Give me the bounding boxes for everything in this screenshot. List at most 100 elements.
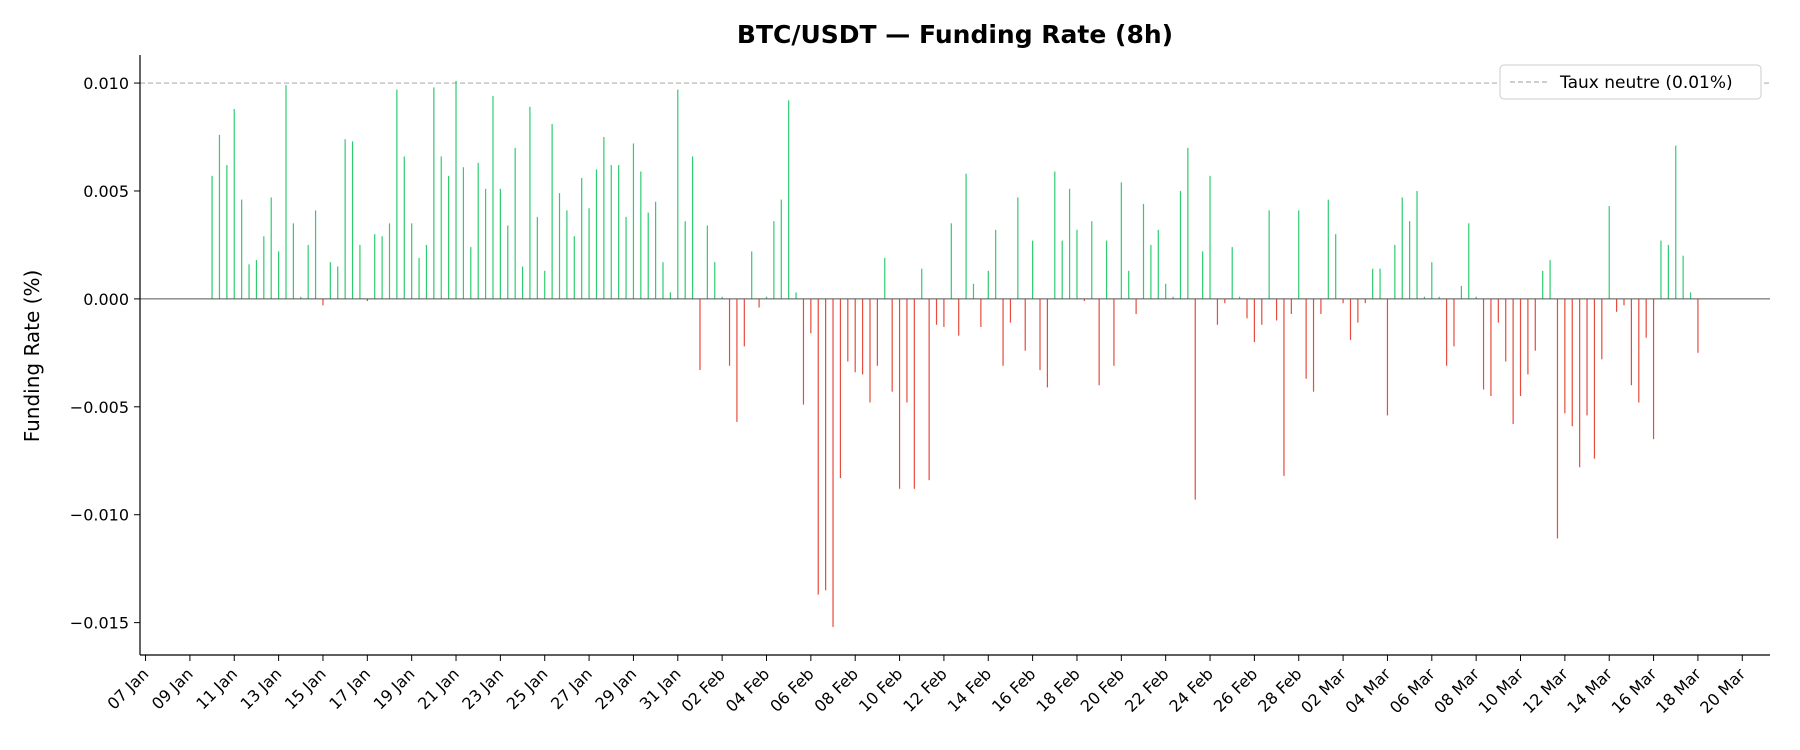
- funding-bar: [788, 100, 790, 299]
- funding-bar: [366, 298, 368, 302]
- x-tick-label: 25 Jan: [503, 664, 552, 713]
- funding-bar: [1445, 298, 1448, 366]
- funding-bar: [1689, 292, 1692, 299]
- funding-bar: [455, 80, 457, 299]
- funding-bar: [566, 210, 568, 299]
- funding-bar: [1209, 175, 1211, 299]
- x-tick-label: 16 Mar: [1608, 664, 1661, 717]
- funding-bar: [263, 236, 265, 299]
- funding-bar: [1120, 182, 1122, 299]
- funding-bar: [736, 298, 738, 422]
- x-tick-label: 15 Jan: [281, 664, 330, 713]
- funding-bar: [1142, 203, 1145, 299]
- funding-bar: [1179, 190, 1182, 299]
- funding-bar: [521, 266, 524, 299]
- x-tick-label: 12 Mar: [1519, 664, 1572, 717]
- funding-bar: [1113, 298, 1115, 366]
- funding-bar: [1497, 298, 1499, 323]
- funding-bar: [832, 298, 834, 627]
- funding-bar: [255, 260, 258, 299]
- x-tick-label: 14 Feb: [944, 664, 995, 715]
- funding-bar: [1409, 221, 1411, 299]
- funding-bar: [1394, 244, 1396, 299]
- funding-bar: [1401, 197, 1403, 299]
- funding-bar: [588, 208, 590, 299]
- funding-bar: [1460, 285, 1462, 299]
- funding-bar: [1032, 240, 1034, 299]
- legend: Taux neutre (0.01%): [1499, 64, 1762, 100]
- funding-bar: [1357, 298, 1359, 323]
- funding-bar: [433, 87, 435, 299]
- x-tick-label: 11 Jan: [192, 664, 241, 713]
- funding-bar: [1327, 199, 1329, 299]
- funding-bar: [1054, 171, 1056, 299]
- funding-bar: [1542, 270, 1544, 299]
- funding-bar: [913, 298, 915, 489]
- funding-bar: [1645, 298, 1647, 338]
- funding-bar: [706, 225, 708, 299]
- legend-label-neutral-rate: Taux neutre (0.01%): [1559, 73, 1733, 93]
- funding-bar: [1416, 190, 1418, 299]
- funding-bar: [1283, 298, 1285, 476]
- x-tick-label: 21 Jan: [414, 664, 463, 713]
- funding-bar: [440, 156, 442, 299]
- funding-bar: [1039, 298, 1041, 371]
- funding-bar: [1076, 229, 1078, 299]
- funding-bar: [1083, 298, 1085, 302]
- funding-bar: [1652, 298, 1655, 440]
- funding-bar: [1194, 298, 1196, 500]
- funding-bar: [950, 223, 952, 299]
- funding-bar: [1298, 210, 1300, 299]
- funding-bar: [581, 178, 583, 299]
- funding-bar: [1512, 298, 1514, 425]
- funding-bar: [1431, 262, 1433, 299]
- funding-bar: [1519, 298, 1522, 396]
- funding-bar: [1608, 206, 1610, 299]
- legend-box: [1499, 64, 1762, 100]
- funding-bar: [603, 137, 605, 299]
- funding-bar: [322, 298, 324, 306]
- funding-bar: [477, 162, 479, 299]
- funding-bar: [677, 89, 679, 299]
- y-tick-label: −0.005: [70, 398, 129, 417]
- funding-bar: [551, 124, 553, 299]
- funding-bar: [1246, 298, 1248, 319]
- funding-bar: [1024, 298, 1026, 351]
- funding-bar: [921, 268, 923, 299]
- funding-bar: [1697, 298, 1699, 353]
- funding-bar: [1268, 210, 1270, 299]
- funding-bar: [1002, 298, 1004, 366]
- funding-bar: [1453, 298, 1455, 347]
- funding-bar: [1586, 298, 1588, 416]
- funding-bar: [795, 292, 797, 299]
- funding-bar: [1128, 270, 1130, 299]
- x-tick-label: 10 Feb: [855, 664, 906, 715]
- funding-bar: [640, 171, 642, 299]
- chart-title: BTC/USDT — Funding Rate (8h): [737, 20, 1173, 49]
- x-tick-label: 04 Mar: [1341, 664, 1394, 717]
- funding-bar: [337, 266, 339, 299]
- x-tick-label: 20 Feb: [1077, 664, 1128, 715]
- funding-bar: [1105, 240, 1108, 299]
- funding-bar: [1527, 298, 1529, 375]
- funding-bar: [943, 298, 945, 327]
- funding-bar: [507, 225, 509, 299]
- funding-bar: [1135, 298, 1137, 314]
- x-tick-label: 18 Mar: [1652, 664, 1705, 717]
- funding-bar: [1667, 244, 1669, 299]
- x-tick-label: 14 Mar: [1563, 664, 1616, 717]
- funding-bar: [226, 165, 228, 299]
- funding-bar: [1009, 298, 1012, 323]
- funding-bar: [825, 298, 827, 591]
- funding-bar: [314, 210, 317, 299]
- funding-bar: [1630, 298, 1632, 386]
- x-tick-label: 22 Feb: [1121, 664, 1172, 715]
- funding-bar: [292, 223, 294, 299]
- funding-bar: [1275, 298, 1278, 321]
- funding-bar: [758, 298, 760, 308]
- funding-bar: [529, 106, 531, 299]
- funding-bar: [1231, 247, 1233, 299]
- funding-bar: [699, 298, 701, 371]
- funding-bar: [374, 234, 376, 299]
